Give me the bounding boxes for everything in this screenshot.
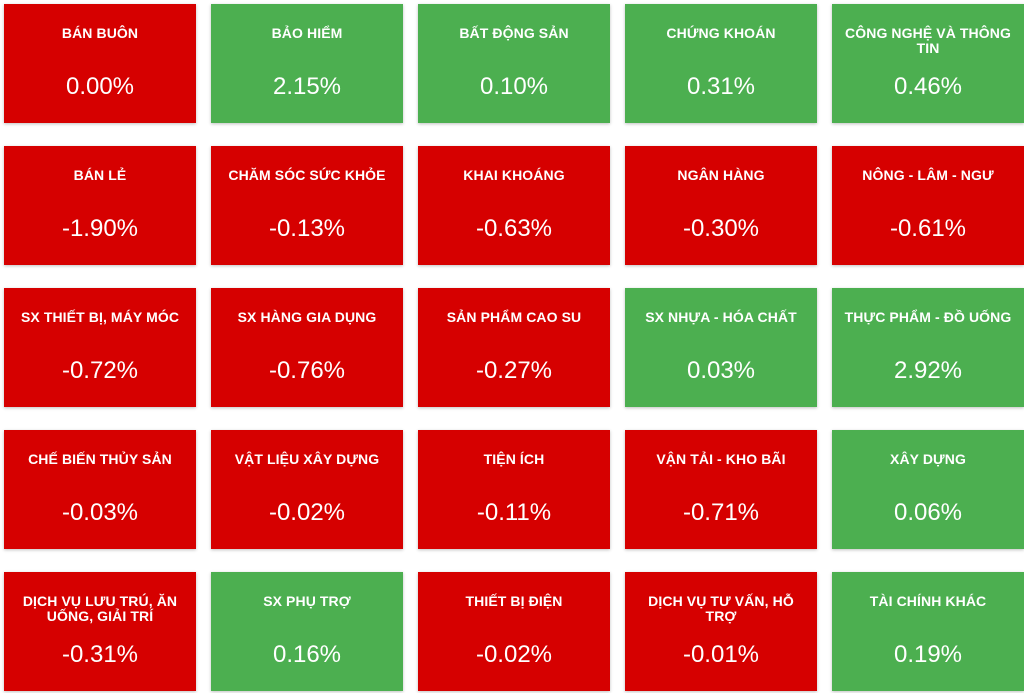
- sector-change-value: -0.27%: [475, 357, 553, 384]
- sector-name: CÔNG NGHỆ VÀ THÔNG TIN: [845, 25, 1011, 56]
- sector-name: CHĂM SÓC SỨC KHỎE: [228, 167, 386, 183]
- sector-tile[interactable]: TIỆN ÍCH -0.11%: [418, 430, 610, 549]
- sector-change-value: 0.06%: [893, 499, 963, 526]
- sector-tile[interactable]: SX THIẾT BỊ, MÁY MÓC -0.72%: [4, 288, 196, 407]
- sector-tile[interactable]: CÔNG NGHỆ VÀ THÔNG TIN 0.46%: [832, 4, 1024, 123]
- sector-tile[interactable]: CHẾ BIẾN THỦY SẢN -0.03%: [4, 430, 196, 549]
- sector-change-value: 0.31%: [686, 73, 756, 100]
- sector-tile[interactable]: TÀI CHÍNH KHÁC 0.19%: [832, 572, 1024, 691]
- sector-name: SX NHỰA - HÓA CHẤT: [645, 309, 797, 325]
- sector-name: SX HÀNG GIA DỤNG: [237, 309, 377, 325]
- sector-tile[interactable]: DỊCH VỤ LƯU TRÚ, ĂN UỐNG, GIẢI TRÍ -0.31%: [4, 572, 196, 691]
- sector-tile[interactable]: VẬN TẢI - KHO BÃI -0.71%: [625, 430, 817, 549]
- sector-tile[interactable]: DỊCH VỤ TƯ VẤN, HỖ TRỢ -0.01%: [625, 572, 817, 691]
- sector-tile[interactable]: BẢO HIỂM 2.15%: [211, 4, 403, 123]
- sector-change-value: -0.76%: [268, 357, 346, 384]
- sector-change-value: -0.01%: [682, 641, 760, 668]
- sector-name: DỊCH VỤ LƯU TRÚ, ĂN UỐNG, GIẢI TRÍ: [22, 593, 178, 624]
- sector-change-value: 0.10%: [479, 73, 549, 100]
- sector-name: KHAI KHOÁNG: [463, 167, 565, 183]
- sector-change-value: -1.90%: [61, 215, 139, 242]
- sector-name: SX PHỤ TRỢ: [263, 593, 351, 609]
- sector-name: SẢN PHẨM CAO SU: [446, 309, 582, 325]
- sector-tile[interactable]: NÔNG - LÂM - NGƯ -0.61%: [832, 146, 1024, 265]
- sector-change-value: -0.02%: [475, 641, 553, 668]
- sector-change-value: 2.92%: [893, 357, 963, 384]
- sector-tile[interactable]: XÂY DỰNG 0.06%: [832, 430, 1024, 549]
- sector-tile[interactable]: THỰC PHẨM - ĐỒ UỐNG 2.92%: [832, 288, 1024, 407]
- sector-name: XÂY DỰNG: [890, 451, 966, 467]
- sector-name: CHẾ BIẾN THỦY SẢN: [28, 451, 172, 467]
- sector-name: BÁN BUÔN: [61, 25, 139, 41]
- sector-change-value: -0.03%: [61, 499, 139, 526]
- sector-tile[interactable]: BẤT ĐỘNG SẢN 0.10%: [418, 4, 610, 123]
- sector-name: NGÂN HÀNG: [677, 167, 765, 183]
- sector-change-value: 0.19%: [893, 641, 963, 668]
- sector-change-value: 0.46%: [893, 73, 963, 100]
- sector-change-value: 0.03%: [686, 357, 756, 384]
- sector-tile[interactable]: SX PHỤ TRỢ 0.16%: [211, 572, 403, 691]
- sector-change-value: 0.16%: [272, 641, 342, 668]
- sector-change-value: -0.71%: [682, 499, 760, 526]
- sector-name: THỰC PHẨM - ĐỒ UỐNG: [844, 309, 1012, 325]
- sector-change-value: -0.11%: [476, 499, 552, 526]
- sector-change-value: 2.15%: [272, 73, 342, 100]
- sector-name: BÁN LẺ: [73, 167, 127, 183]
- sector-name: BẢO HIỂM: [271, 25, 343, 41]
- sector-tile[interactable]: BÁN LẺ -1.90%: [4, 146, 196, 265]
- sector-tile[interactable]: SX HÀNG GIA DỤNG -0.76%: [211, 288, 403, 407]
- sector-name: TIỆN ÍCH: [483, 451, 545, 467]
- sector-tile[interactable]: SẢN PHẨM CAO SU -0.27%: [418, 288, 610, 407]
- sector-change-value: -0.31%: [61, 641, 139, 668]
- sector-change-value: -0.72%: [61, 357, 139, 384]
- sector-change-value: -0.61%: [889, 215, 967, 242]
- sector-name: TÀI CHÍNH KHÁC: [869, 593, 987, 609]
- sector-tile[interactable]: THIẾT BỊ ĐIỆN -0.02%: [418, 572, 610, 691]
- sector-change-value: -0.63%: [475, 215, 553, 242]
- sector-change-value: -0.02%: [268, 499, 346, 526]
- sector-tile[interactable]: SX NHỰA - HÓA CHẤT 0.03%: [625, 288, 817, 407]
- sector-tile[interactable]: BÁN BUÔN 0.00%: [4, 4, 196, 123]
- sector-name: THIẾT BỊ ĐIỆN: [465, 593, 563, 609]
- sector-name: CHỨNG KHOÁN: [666, 25, 776, 41]
- sector-change-value: 0.00%: [65, 73, 135, 100]
- sector-name: NÔNG - LÂM - NGƯ: [862, 167, 994, 183]
- sector-tile[interactable]: CHĂM SÓC SỨC KHỎE -0.13%: [211, 146, 403, 265]
- sector-change-value: -0.30%: [682, 215, 760, 242]
- sector-tile[interactable]: KHAI KHOÁNG -0.63%: [418, 146, 610, 265]
- sector-name: SX THIẾT BỊ, MÁY MÓC: [20, 309, 180, 325]
- sector-tile[interactable]: VẬT LIỆU XÂY DỰNG -0.02%: [211, 430, 403, 549]
- sector-name: DỊCH VỤ TƯ VẤN, HỖ TRỢ: [648, 593, 794, 624]
- sector-change-value: -0.13%: [268, 215, 346, 242]
- sector-tile[interactable]: NGÂN HÀNG -0.30%: [625, 146, 817, 265]
- sector-name: BẤT ĐỘNG SẢN: [459, 25, 569, 41]
- sector-name: VẬN TẢI - KHO BÃI: [656, 451, 786, 467]
- sector-name: VẬT LIỆU XÂY DỰNG: [234, 451, 380, 467]
- sector-tile[interactable]: CHỨNG KHOÁN 0.31%: [625, 4, 817, 123]
